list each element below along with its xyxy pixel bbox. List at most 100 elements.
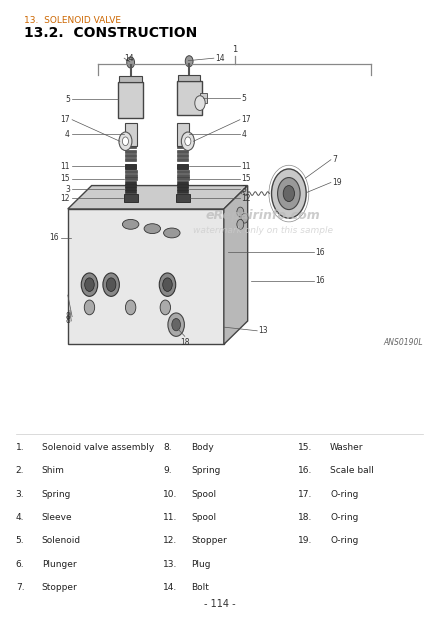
Bar xyxy=(176,81,201,116)
Text: Shim: Shim xyxy=(42,466,64,475)
Bar xyxy=(177,150,188,153)
Bar xyxy=(177,75,200,81)
Text: 12: 12 xyxy=(240,194,250,203)
Circle shape xyxy=(162,278,172,291)
Text: 16: 16 xyxy=(314,276,324,286)
Text: 14: 14 xyxy=(124,53,134,63)
Text: 14.: 14. xyxy=(163,583,177,592)
Text: 13: 13 xyxy=(258,326,268,335)
Ellipse shape xyxy=(122,219,138,229)
Circle shape xyxy=(171,319,180,331)
Text: 10.: 10. xyxy=(163,489,177,499)
Bar xyxy=(119,76,141,82)
Text: Body: Body xyxy=(191,443,214,452)
Bar xyxy=(176,170,188,173)
Circle shape xyxy=(106,278,116,291)
Text: 8: 8 xyxy=(65,312,70,321)
Circle shape xyxy=(185,56,193,67)
Text: Bolt: Bolt xyxy=(191,583,209,592)
Bar xyxy=(177,184,188,187)
Text: 18: 18 xyxy=(180,338,189,347)
Bar xyxy=(125,158,136,161)
Bar xyxy=(199,93,207,103)
Circle shape xyxy=(122,137,128,145)
Text: 9.: 9. xyxy=(163,466,171,475)
Text: Spool: Spool xyxy=(191,513,216,522)
Bar xyxy=(125,145,136,148)
Text: Sleeve: Sleeve xyxy=(42,513,72,522)
Bar xyxy=(125,188,136,190)
Bar xyxy=(177,191,188,193)
Bar xyxy=(176,173,188,176)
Text: 15.: 15. xyxy=(297,443,311,452)
Bar xyxy=(67,209,223,345)
Text: 15: 15 xyxy=(240,175,250,183)
Text: watermark only on this sample: watermark only on this sample xyxy=(192,226,332,235)
Bar xyxy=(177,154,188,157)
Bar xyxy=(176,177,188,180)
Text: 15: 15 xyxy=(60,175,70,183)
Text: Plug: Plug xyxy=(191,560,210,569)
Text: Solenoid: Solenoid xyxy=(42,537,81,545)
Text: ANS0190L: ANS0190L xyxy=(383,338,422,347)
Text: Stopper: Stopper xyxy=(191,537,226,545)
Circle shape xyxy=(184,137,191,145)
Text: Stopper: Stopper xyxy=(42,583,78,592)
Text: eRepairinfo.com: eRepairinfo.com xyxy=(205,209,319,222)
Bar xyxy=(125,154,136,157)
Bar xyxy=(125,181,136,184)
Text: 12: 12 xyxy=(60,194,70,203)
Ellipse shape xyxy=(163,228,180,238)
Text: 13.  SOLENOID VALVE: 13. SOLENOID VALVE xyxy=(25,16,121,25)
Text: 17.: 17. xyxy=(297,489,311,499)
Bar xyxy=(124,173,136,176)
Text: O-ring: O-ring xyxy=(329,513,357,522)
Circle shape xyxy=(168,313,184,337)
Text: - 114 -: - 114 - xyxy=(203,599,235,609)
Circle shape xyxy=(160,300,170,315)
Circle shape xyxy=(81,273,98,296)
Text: 8: 8 xyxy=(65,317,70,325)
Text: 7: 7 xyxy=(332,155,336,164)
Text: 16.: 16. xyxy=(297,466,311,475)
Text: Spring: Spring xyxy=(42,489,71,499)
Text: Spool: Spool xyxy=(191,489,216,499)
Text: 1: 1 xyxy=(232,45,237,54)
Text: 5.: 5. xyxy=(16,537,25,545)
Text: 19.: 19. xyxy=(297,537,311,545)
Text: O-ring: O-ring xyxy=(329,537,357,545)
Bar xyxy=(177,188,188,190)
Text: 4.: 4. xyxy=(16,513,24,522)
Text: 2.: 2. xyxy=(16,466,24,475)
Text: 8.: 8. xyxy=(163,443,171,452)
Text: 4: 4 xyxy=(240,130,245,139)
Circle shape xyxy=(240,213,247,223)
Text: 16: 16 xyxy=(314,248,324,256)
Text: 13.: 13. xyxy=(163,560,177,569)
Text: 17: 17 xyxy=(240,116,250,124)
Circle shape xyxy=(194,96,205,111)
Bar xyxy=(124,177,136,180)
Circle shape xyxy=(236,207,243,217)
Text: 14: 14 xyxy=(215,53,224,63)
Circle shape xyxy=(159,273,175,296)
Text: 7.: 7. xyxy=(16,583,25,592)
Bar xyxy=(124,170,136,173)
Bar xyxy=(177,164,188,169)
Circle shape xyxy=(236,219,243,229)
Circle shape xyxy=(119,132,132,150)
Text: 6.: 6. xyxy=(16,560,25,569)
Polygon shape xyxy=(67,186,247,209)
Circle shape xyxy=(127,57,134,68)
Bar xyxy=(125,150,136,153)
Text: 13.2.  CONSTRUCTION: 13.2. CONSTRUCTION xyxy=(25,26,197,40)
Bar xyxy=(175,194,189,202)
Bar xyxy=(118,82,143,118)
Text: Solenoid valve assembly: Solenoid valve assembly xyxy=(42,443,154,452)
Circle shape xyxy=(271,169,305,218)
Circle shape xyxy=(85,278,94,291)
Bar xyxy=(124,194,137,202)
Circle shape xyxy=(125,300,135,315)
Text: 11: 11 xyxy=(60,162,70,171)
Text: 11.: 11. xyxy=(163,513,177,522)
